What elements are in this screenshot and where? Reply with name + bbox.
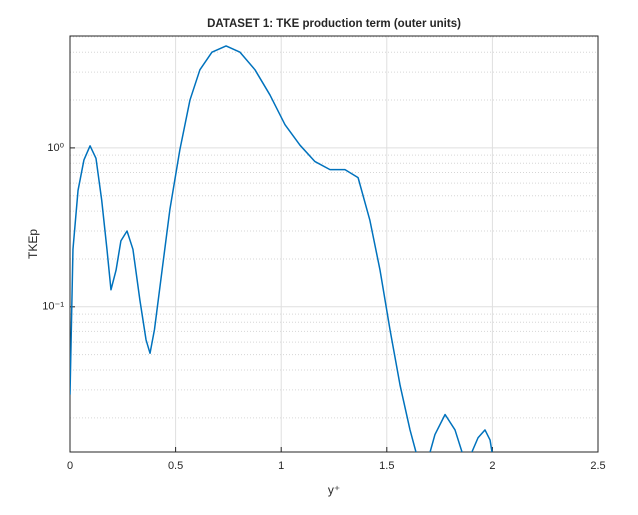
x-tick-label: 1 xyxy=(278,460,284,472)
y-axis-label: TKEp xyxy=(26,229,40,259)
x-tick-label: 1.5 xyxy=(379,460,394,472)
y-tick-label: 10⁰ xyxy=(47,142,64,154)
x-tick-label: 2.5 xyxy=(590,460,605,472)
axes-box xyxy=(69,35,599,453)
x-axis-label: y⁺ xyxy=(328,483,340,497)
chart-title: DATASET 1: TKE production term (outer un… xyxy=(207,18,461,30)
y-tick-label: 10⁻¹ xyxy=(42,301,64,313)
x-tick-label: 2 xyxy=(489,460,495,472)
data-line xyxy=(70,45,493,452)
x-tick-label: 0.5 xyxy=(168,460,183,472)
x-tick-label: 0 xyxy=(67,460,73,472)
